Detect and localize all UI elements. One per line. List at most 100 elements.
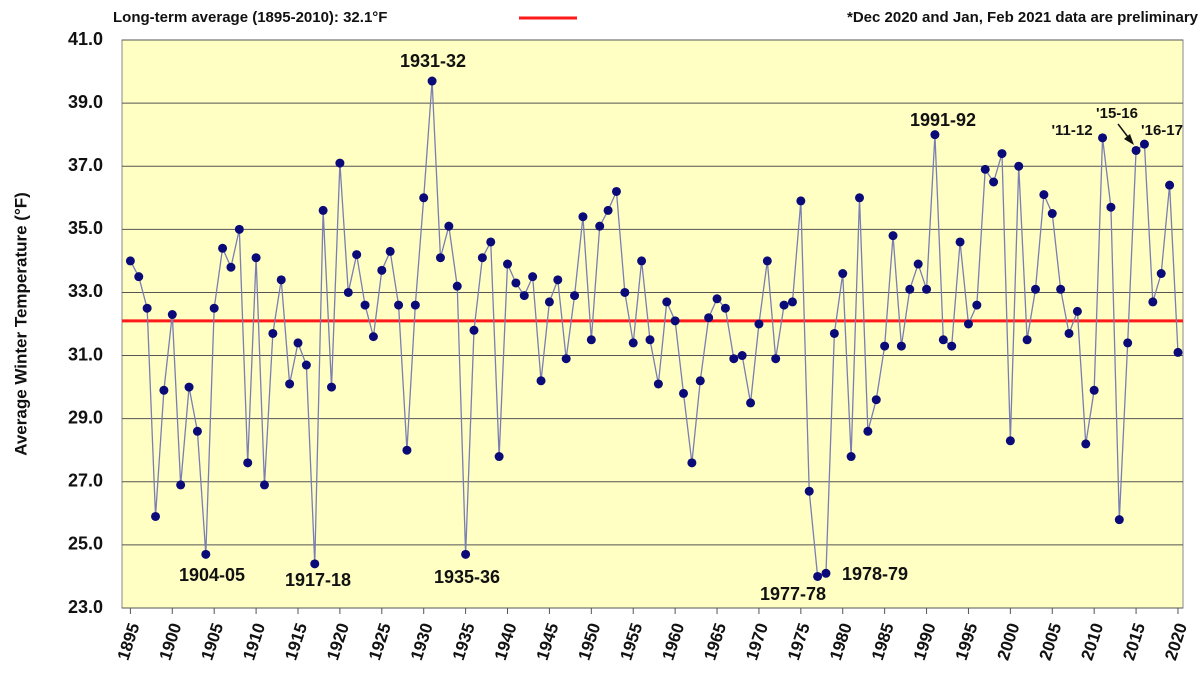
- data-point: [796, 196, 806, 206]
- annotation: 1935-36: [434, 567, 500, 587]
- data-point: [125, 256, 135, 266]
- legend-label: Long-term average (1895-2010): 32.1°F: [113, 9, 387, 26]
- data-point: [209, 303, 219, 313]
- data-point: [167, 310, 177, 320]
- data-point: [980, 164, 990, 174]
- data-point: [1156, 269, 1166, 279]
- data-point: [503, 259, 513, 269]
- data-point: [452, 281, 462, 291]
- plot-area: [121, 39, 1184, 609]
- annotation: '16-17: [1141, 122, 1183, 139]
- data-point: [184, 382, 194, 392]
- data-point: [259, 480, 269, 490]
- data-point: [737, 351, 747, 361]
- data-point: [1039, 190, 1049, 200]
- y-tick-label: 33.0: [68, 281, 103, 301]
- data-point: [913, 259, 923, 269]
- data-point: [410, 300, 420, 310]
- data-point: [444, 221, 454, 231]
- data-point: [846, 452, 856, 462]
- x-tick-label: 1985: [868, 621, 898, 663]
- x-tick-label: 1975: [784, 621, 814, 663]
- data-point: [821, 568, 831, 578]
- data-point: [586, 335, 596, 345]
- data-point: [922, 284, 932, 294]
- data-point: [704, 313, 714, 323]
- data-point: [746, 398, 756, 408]
- annotation: 1991-92: [910, 110, 976, 130]
- x-tick-label: 1905: [197, 621, 227, 663]
- data-point: [1148, 297, 1158, 307]
- x-tick-label: 2020: [1161, 621, 1191, 663]
- data-point: [402, 445, 412, 455]
- data-point: [536, 376, 546, 386]
- data-point: [930, 130, 940, 140]
- data-point: [963, 319, 973, 329]
- data-point: [804, 486, 814, 496]
- data-point: [1022, 335, 1032, 345]
- x-tick-label: 1970: [742, 621, 772, 663]
- data-point: [611, 186, 621, 196]
- x-tick-label: 2005: [1036, 621, 1066, 663]
- data-point: [787, 297, 797, 307]
- y-tick-label: 41.0: [68, 29, 103, 49]
- data-point: [310, 559, 320, 569]
- data-point: [301, 360, 311, 370]
- data-point: [997, 149, 1007, 159]
- data-point: [880, 341, 890, 351]
- data-point: [955, 237, 965, 247]
- data-point: [519, 291, 529, 301]
- x-tick-label: 1965: [700, 621, 730, 663]
- data-point: [1123, 338, 1133, 348]
- annotation: '11-12: [1051, 122, 1092, 139]
- data-point: [419, 193, 429, 203]
- x-tick-label: 2010: [1077, 621, 1107, 663]
- x-tick-label: 1950: [575, 621, 605, 663]
- data-point: [855, 193, 865, 203]
- data-point: [989, 177, 999, 187]
- data-point: [1030, 284, 1040, 294]
- data-point: [151, 511, 161, 521]
- x-tick-label: 2015: [1119, 621, 1149, 663]
- data-point: [394, 300, 404, 310]
- data-point: [1106, 202, 1116, 212]
- data-point: [645, 335, 655, 345]
- data-point: [368, 332, 378, 342]
- data-point: [1081, 439, 1091, 449]
- data-point: [578, 212, 588, 222]
- data-point: [477, 253, 487, 263]
- x-tick-label: 1945: [533, 621, 563, 663]
- data-point: [1173, 347, 1183, 357]
- data-point: [159, 385, 169, 395]
- x-tick-label: 1920: [323, 621, 353, 663]
- note: *Dec 2020 and Jan, Feb 2021 data are pre…: [847, 9, 1199, 26]
- data-point: [544, 297, 554, 307]
- x-tick-label: 1910: [239, 621, 269, 663]
- y-tick-label: 35.0: [68, 218, 103, 238]
- data-point: [754, 319, 764, 329]
- y-tick-label: 29.0: [68, 407, 103, 427]
- data-point: [829, 328, 839, 338]
- data-point: [938, 335, 948, 345]
- data-point: [352, 250, 362, 260]
- data-point: [360, 300, 370, 310]
- y-tick-label: 37.0: [68, 155, 103, 175]
- data-point: [218, 243, 228, 253]
- data-point: [427, 76, 437, 86]
- data-point: [762, 256, 772, 266]
- x-tick-label: 1960: [658, 621, 688, 663]
- data-point: [1072, 306, 1082, 316]
- data-point: [972, 300, 982, 310]
- data-point: [486, 237, 496, 247]
- data-point: [134, 272, 144, 282]
- data-point: [553, 275, 563, 285]
- data-point: [176, 480, 186, 490]
- data-point: [813, 571, 823, 581]
- data-point: [1064, 328, 1074, 338]
- data-point: [276, 275, 286, 285]
- data-point: [662, 297, 672, 307]
- data-point: [687, 458, 697, 468]
- data-point: [385, 246, 395, 256]
- y-axis-label: Average Winter Temperature (°F): [11, 192, 30, 456]
